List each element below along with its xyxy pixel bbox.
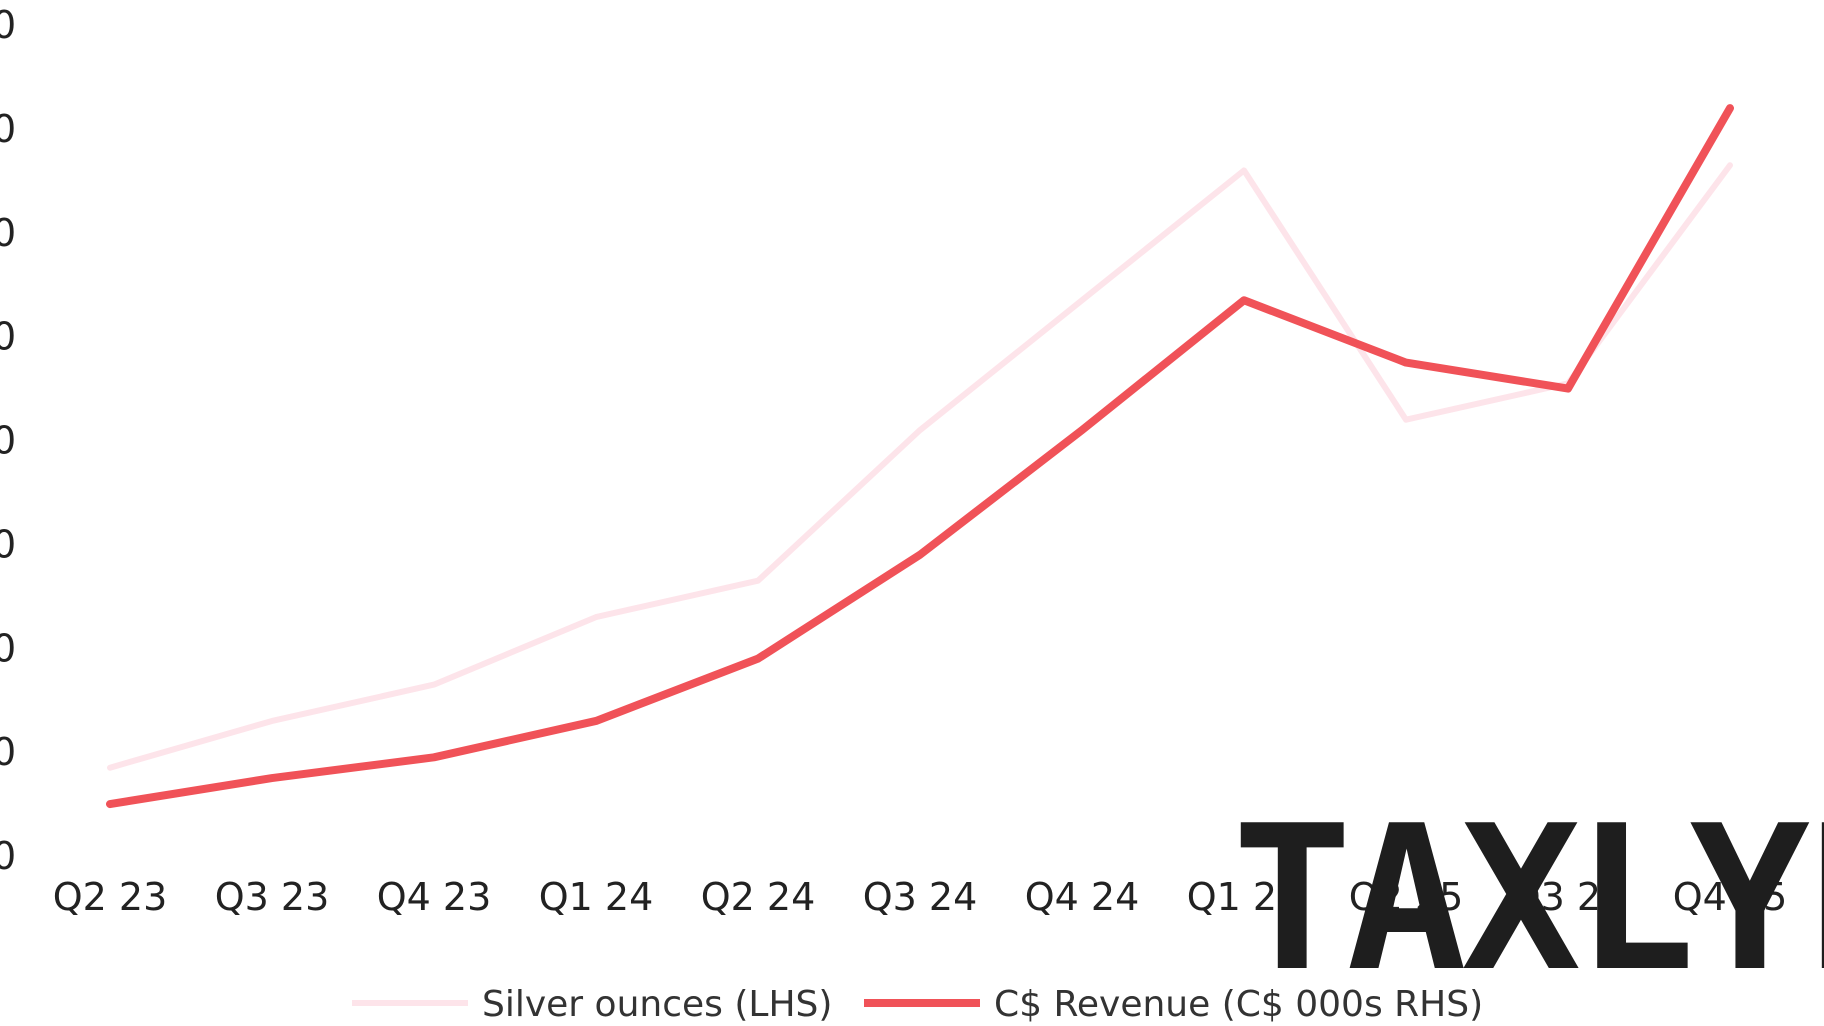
y-tick-label: 0 bbox=[0, 834, 16, 878]
y-tick-label: 0 bbox=[0, 315, 16, 359]
legend: Silver ounces (LHS) C$ Revenue (C$ 000s R… bbox=[352, 984, 1483, 1025]
series-line-0 bbox=[107, 162, 1733, 771]
x-tick-label: Q2 25 bbox=[1349, 875, 1464, 919]
x-tick-label: Q1 25 bbox=[1187, 875, 1302, 919]
y-tick-label: 0 bbox=[0, 626, 16, 670]
watermark-logo: TAXLYF bbox=[1232, 783, 1824, 1016]
x-tick-label: Q4 23 bbox=[377, 875, 492, 919]
series-line-1 bbox=[106, 104, 1734, 809]
legend-label: Silver ounces (LHS) bbox=[482, 984, 832, 1025]
y-tick-label: 0 bbox=[0, 107, 16, 151]
legend-label: C$ Revenue (C$ 000s RHS) bbox=[994, 984, 1483, 1025]
y-tick-label: 0 bbox=[0, 3, 16, 47]
x-tick-label: Q4 25 bbox=[1673, 875, 1788, 919]
x-tick-label: Q3 25 bbox=[1511, 875, 1626, 919]
x-tick-label: Q3 24 bbox=[863, 875, 978, 919]
y-tick-label: 0 bbox=[0, 419, 16, 463]
x-tick-label: Q2 23 bbox=[53, 875, 168, 919]
y-tick-label: 0 bbox=[0, 730, 16, 774]
x-tick-label: Q2 24 bbox=[701, 875, 816, 919]
series-lines bbox=[106, 104, 1734, 809]
y-tick-label: 0 bbox=[0, 211, 16, 255]
y-tick-label: 0 bbox=[0, 522, 16, 566]
x-tick-label: Q3 23 bbox=[215, 875, 330, 919]
x-tick-label: Q1 24 bbox=[539, 875, 654, 919]
x-tick-label: Q4 24 bbox=[1025, 875, 1140, 919]
x-axis-ticks: Q2 23 Q3 23 Q4 23 Q1 24 Q2 24 Q3 24 Q4 24 Q1 25… bbox=[53, 875, 1788, 919]
y-axis-ticks: 0 0 0 0 0 0 0 0 0 bbox=[0, 3, 16, 878]
